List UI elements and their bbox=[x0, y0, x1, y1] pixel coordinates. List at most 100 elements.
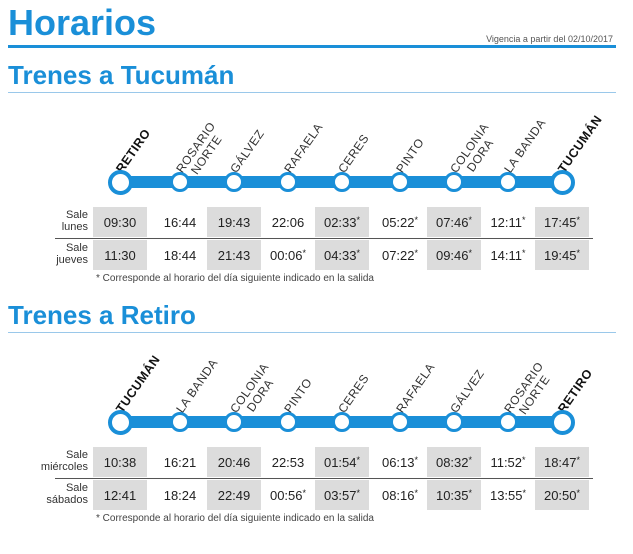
time-cell: 09:46 * bbox=[427, 240, 481, 270]
time-value: 09:46 bbox=[435, 247, 469, 263]
station-dot bbox=[332, 412, 352, 432]
time-cell: 18:44 bbox=[153, 240, 207, 270]
row-divider bbox=[55, 478, 95, 479]
section-title: Trenes a Tucumán bbox=[8, 60, 235, 90]
station-label: LA BANDA bbox=[501, 116, 549, 176]
time-value: 08:16 bbox=[381, 487, 415, 503]
station-label: RAFAELA bbox=[281, 120, 326, 176]
station-label-line1: CERES bbox=[335, 371, 372, 416]
row-divider bbox=[95, 238, 593, 239]
time-value: 09:30 bbox=[103, 214, 137, 230]
time-value: 12:11 bbox=[490, 214, 523, 230]
row-label-line1: Sale bbox=[65, 209, 88, 221]
time-value: 19:43 bbox=[217, 214, 251, 230]
station-label-line1: RAFAELA bbox=[393, 360, 438, 416]
time-value: 22:53 bbox=[271, 454, 305, 470]
next-day-mark: * bbox=[576, 215, 581, 225]
station-label-line1: RAFAELA bbox=[281, 120, 326, 176]
time-cell: 18:47 * bbox=[535, 447, 589, 477]
time-value: 17:45 bbox=[543, 214, 577, 230]
time-cell: 11:30 bbox=[93, 240, 147, 270]
station-label: RAFAELA bbox=[393, 360, 438, 416]
station-dot bbox=[278, 412, 298, 432]
time-cell: 11:52 * bbox=[481, 447, 535, 477]
station-label-line1: TUCUMÁN bbox=[113, 352, 163, 416]
time-cell: 07:22 * bbox=[373, 240, 427, 270]
time-value: 22:49 bbox=[217, 487, 251, 503]
time-value: 16:21 bbox=[163, 454, 197, 470]
time-value: 14:11 bbox=[490, 247, 523, 263]
time-value: 11:52 bbox=[490, 454, 523, 470]
time-cell: 10:38 bbox=[93, 447, 147, 477]
station-dot bbox=[390, 412, 410, 432]
time-cell: 09:30 bbox=[93, 207, 147, 237]
time-cell: 21:43 bbox=[207, 240, 261, 270]
next-day-mark: * bbox=[576, 248, 581, 258]
row-label: Sale sábados bbox=[18, 482, 88, 506]
title-divider bbox=[8, 45, 616, 48]
page-title: Horarios bbox=[8, 2, 157, 43]
time-cell: 04:33 * bbox=[315, 240, 369, 270]
station-dot bbox=[224, 172, 244, 192]
station-dot bbox=[444, 412, 464, 432]
station-dot bbox=[332, 172, 352, 192]
time-value: 16:44 bbox=[163, 214, 197, 230]
station-label-line1: RETIRO bbox=[113, 126, 154, 176]
row-label: Sale jueves bbox=[18, 242, 88, 266]
station-label: TUCUMÁN bbox=[113, 352, 163, 416]
row-label-line1: Sale bbox=[65, 482, 88, 494]
time-cell: 01:54 * bbox=[315, 447, 369, 477]
terminal-station-dot bbox=[107, 169, 133, 195]
time-cell: 13:55 * bbox=[481, 480, 535, 510]
next-day-mark: * bbox=[576, 488, 581, 498]
time-cell: 02:33 * bbox=[315, 207, 369, 237]
next-day-mark: * bbox=[522, 488, 527, 498]
time-value: 20:46 bbox=[217, 454, 251, 470]
row-label-line1: Sale bbox=[65, 449, 88, 461]
time-value: 13:55 bbox=[489, 487, 523, 503]
time-cell: 18:24 bbox=[153, 480, 207, 510]
time-cell: 00:06 * bbox=[261, 240, 315, 270]
next-day-mark: * bbox=[468, 248, 473, 258]
station-label-line1: CERES bbox=[335, 131, 372, 176]
next-day-mark: * bbox=[414, 455, 419, 465]
footnote: * Corresponde al horario del día siguien… bbox=[96, 273, 374, 284]
station-label: LA BANDA bbox=[173, 356, 221, 416]
next-day-mark: * bbox=[414, 488, 419, 498]
station-dot bbox=[170, 172, 190, 192]
time-value: 00:06 bbox=[269, 247, 303, 263]
time-value: 10:38 bbox=[103, 454, 137, 470]
station-label-line1: GÁLVEZ bbox=[227, 126, 268, 176]
station-dot bbox=[444, 172, 464, 192]
time-value: 03:57 bbox=[323, 487, 357, 503]
time-cell: 19:45 * bbox=[535, 240, 589, 270]
station-label: CERES bbox=[335, 131, 372, 176]
row-label-line2: lunes bbox=[61, 221, 88, 233]
time-cell: 19:43 bbox=[207, 207, 261, 237]
station-label-line1: TUCUMÁN bbox=[555, 112, 605, 176]
terminal-station-dot bbox=[549, 409, 575, 435]
next-day-mark: * bbox=[576, 455, 581, 465]
station-label-line1: PINTO bbox=[393, 135, 427, 176]
time-cell: 17:45 * bbox=[535, 207, 589, 237]
next-day-mark: * bbox=[522, 215, 526, 225]
station-label-line1: LA BANDA bbox=[173, 356, 221, 416]
time-value: 07:46 bbox=[435, 214, 469, 230]
time-cell: 05:22 * bbox=[373, 207, 427, 237]
time-value: 18:47 bbox=[543, 454, 577, 470]
time-value: 11:30 bbox=[104, 247, 136, 263]
terminal-station-dot bbox=[107, 409, 133, 435]
next-day-mark: * bbox=[414, 248, 419, 258]
time-cell: 12:11 * bbox=[481, 207, 535, 237]
row-label-line2: miércoles bbox=[40, 461, 88, 473]
time-cell: 08:16 * bbox=[373, 480, 427, 510]
time-value: 20:50 bbox=[543, 487, 577, 503]
station-dot bbox=[498, 172, 518, 192]
time-cell: 22:49 bbox=[207, 480, 261, 510]
section-title: Trenes a Retiro bbox=[8, 300, 196, 330]
time-value: 06:13 bbox=[381, 454, 415, 470]
next-day-mark: * bbox=[356, 455, 361, 465]
time-cell: 22:53 bbox=[261, 447, 315, 477]
station-label-line1: LA BANDA bbox=[501, 116, 549, 176]
time-cell: 16:44 bbox=[153, 207, 207, 237]
